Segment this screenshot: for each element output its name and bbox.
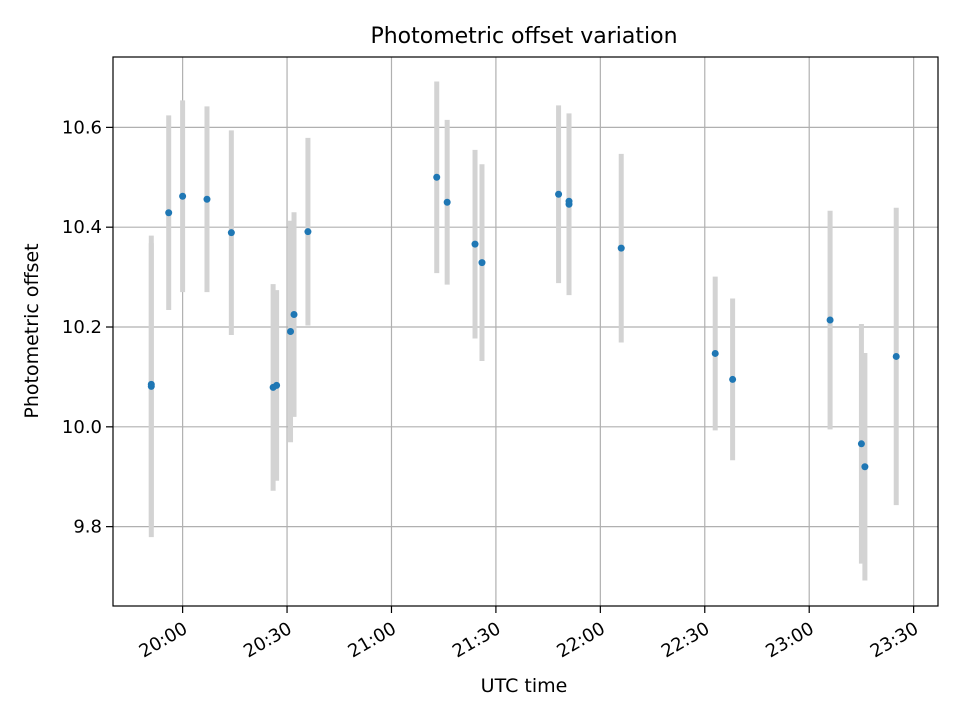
data-point: [203, 195, 211, 203]
data-point: [565, 197, 573, 205]
y-tick-label: 10.6: [62, 117, 102, 138]
x-axis-label: UTC time: [481, 675, 568, 697]
data-point: [179, 192, 187, 200]
data-point: [227, 229, 235, 237]
data-point: [147, 380, 155, 388]
data-point: [290, 311, 298, 319]
data-point: [729, 375, 737, 383]
y-axis-ticks: 9.8 10.0 10.2 10.4 10.6: [62, 117, 113, 538]
data-point: [892, 352, 900, 360]
data-point: [861, 463, 869, 471]
plot-area-frame: [112, 56, 939, 607]
data-point: [857, 440, 865, 448]
chart-title: Photometric offset variation: [370, 24, 677, 49]
data-point: [273, 381, 281, 389]
data-points: [147, 173, 900, 471]
data-point: [165, 209, 173, 217]
data-point: [478, 259, 486, 267]
y-tick-label: 10.0: [62, 417, 102, 438]
y-tick-label: 10.2: [62, 317, 102, 338]
data-point: [433, 173, 441, 181]
y-axis-label: Photometric offset: [21, 243, 43, 418]
data-point: [287, 328, 295, 335]
y-tick-label: 10.4: [62, 217, 102, 238]
data-point: [617, 244, 625, 252]
data-point: [304, 228, 312, 236]
data-point: [443, 198, 451, 206]
data-point: [471, 240, 479, 248]
data-point: [711, 349, 719, 357]
y-tick-label: 9.8: [73, 517, 102, 538]
data-point: [555, 190, 563, 198]
data-point: [826, 316, 834, 324]
